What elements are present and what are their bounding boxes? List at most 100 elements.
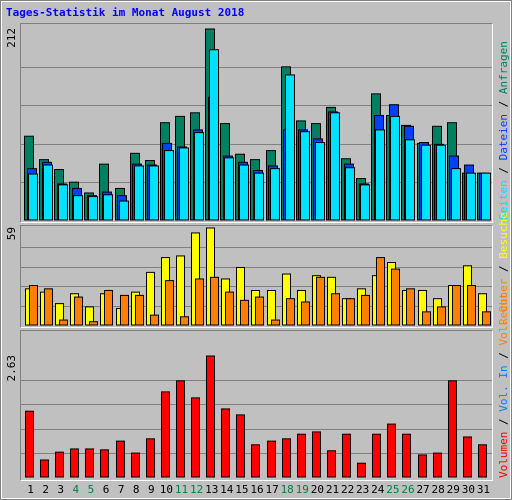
x-tick-label: 3 bbox=[57, 483, 64, 496]
legend: Seiten / Dateien / Anfragen bbox=[497, 41, 510, 220]
bar bbox=[390, 115, 400, 221]
bar bbox=[357, 462, 366, 478]
bar bbox=[254, 172, 264, 221]
bar bbox=[104, 289, 113, 326]
bar bbox=[70, 448, 79, 478]
x-tick-label: 15 bbox=[235, 483, 248, 496]
bar bbox=[239, 164, 249, 221]
x-tick-label: 10 bbox=[160, 483, 173, 496]
bar bbox=[285, 74, 295, 221]
legend-entry: Rechner bbox=[497, 278, 510, 325]
bar bbox=[240, 299, 249, 326]
bar bbox=[120, 294, 129, 326]
x-tick-label: 2 bbox=[42, 483, 49, 496]
bar bbox=[301, 301, 310, 326]
bar bbox=[40, 459, 49, 478]
bar bbox=[300, 131, 310, 221]
bar bbox=[271, 319, 280, 326]
x-tick-label: 20 bbox=[311, 483, 324, 496]
bar bbox=[422, 311, 431, 326]
x-tick-label: 25 bbox=[386, 483, 399, 496]
bar bbox=[372, 433, 381, 478]
bar bbox=[481, 172, 491, 221]
x-tick-label: 7 bbox=[118, 483, 125, 496]
bar bbox=[342, 433, 351, 478]
legend-entry: Vol. Out bbox=[497, 293, 510, 346]
bar bbox=[165, 280, 174, 326]
legend-entry: Volumen bbox=[497, 432, 510, 478]
bar bbox=[73, 195, 83, 221]
bar bbox=[176, 255, 185, 326]
legend: Volumen / Vol. In / Vol. Out bbox=[497, 293, 510, 478]
bar bbox=[176, 380, 185, 478]
bar bbox=[116, 440, 125, 478]
bar bbox=[179, 147, 189, 221]
bar bbox=[180, 316, 189, 326]
legend-entry: Anfragen bbox=[497, 41, 510, 94]
bar bbox=[43, 164, 53, 221]
bar bbox=[327, 450, 336, 478]
x-tick-label: 11 bbox=[175, 483, 188, 496]
bar bbox=[209, 49, 219, 221]
x-tick-label: 13 bbox=[205, 483, 218, 496]
x-tick-label: 23 bbox=[356, 483, 369, 496]
bar bbox=[74, 296, 83, 326]
bar bbox=[221, 408, 230, 478]
x-tick-label: 24 bbox=[371, 483, 385, 496]
legend-separator: / bbox=[497, 259, 510, 279]
x-tick-label: 30 bbox=[462, 483, 475, 496]
bar bbox=[467, 285, 476, 326]
chart-title: Tages-Statistik im Monat August 2018 bbox=[6, 6, 244, 19]
bar bbox=[135, 294, 144, 326]
x-tick-label: 5 bbox=[88, 483, 95, 496]
bar bbox=[418, 454, 427, 478]
bar bbox=[119, 200, 129, 221]
bar bbox=[59, 319, 68, 326]
bar bbox=[88, 196, 98, 221]
bar bbox=[436, 144, 446, 221]
bar bbox=[463, 436, 472, 478]
bar bbox=[255, 296, 264, 326]
x-tick-label: 1 bbox=[27, 483, 34, 496]
bar bbox=[402, 433, 411, 478]
x-tick-label: 21 bbox=[326, 483, 339, 496]
legend-separator: / bbox=[497, 94, 510, 114]
x-tick-label: 14 bbox=[220, 483, 234, 496]
bar bbox=[194, 132, 204, 221]
bar bbox=[150, 314, 159, 326]
bar bbox=[161, 391, 170, 478]
bar bbox=[346, 298, 355, 326]
legend-entry: Besuche bbox=[497, 212, 510, 258]
legend-entry: Vol. In bbox=[497, 365, 510, 411]
bar bbox=[236, 414, 245, 478]
x-tick-label: 31 bbox=[477, 483, 490, 496]
bar bbox=[478, 444, 487, 478]
x-tick-label: 16 bbox=[250, 483, 263, 496]
bar bbox=[360, 184, 370, 221]
x-tick-label: 19 bbox=[296, 483, 309, 496]
bar bbox=[405, 139, 415, 221]
legend-separator: / bbox=[497, 346, 510, 366]
bar bbox=[224, 157, 234, 221]
bar bbox=[315, 142, 325, 221]
bar bbox=[89, 321, 98, 326]
bar bbox=[100, 449, 109, 478]
bar bbox=[452, 285, 461, 326]
bar bbox=[267, 440, 276, 478]
bar bbox=[29, 285, 38, 326]
bar bbox=[375, 129, 385, 221]
x-tick-label: 4 bbox=[73, 483, 80, 496]
bar bbox=[195, 278, 204, 326]
bar bbox=[345, 167, 355, 221]
bar bbox=[437, 306, 446, 326]
bar bbox=[433, 452, 442, 478]
bar bbox=[316, 276, 325, 326]
bar bbox=[103, 194, 113, 221]
bar bbox=[448, 380, 457, 478]
bar bbox=[191, 397, 200, 478]
bar bbox=[131, 452, 140, 478]
bar bbox=[164, 150, 174, 221]
bar bbox=[225, 291, 234, 326]
bar bbox=[282, 438, 291, 478]
bar bbox=[391, 268, 400, 326]
